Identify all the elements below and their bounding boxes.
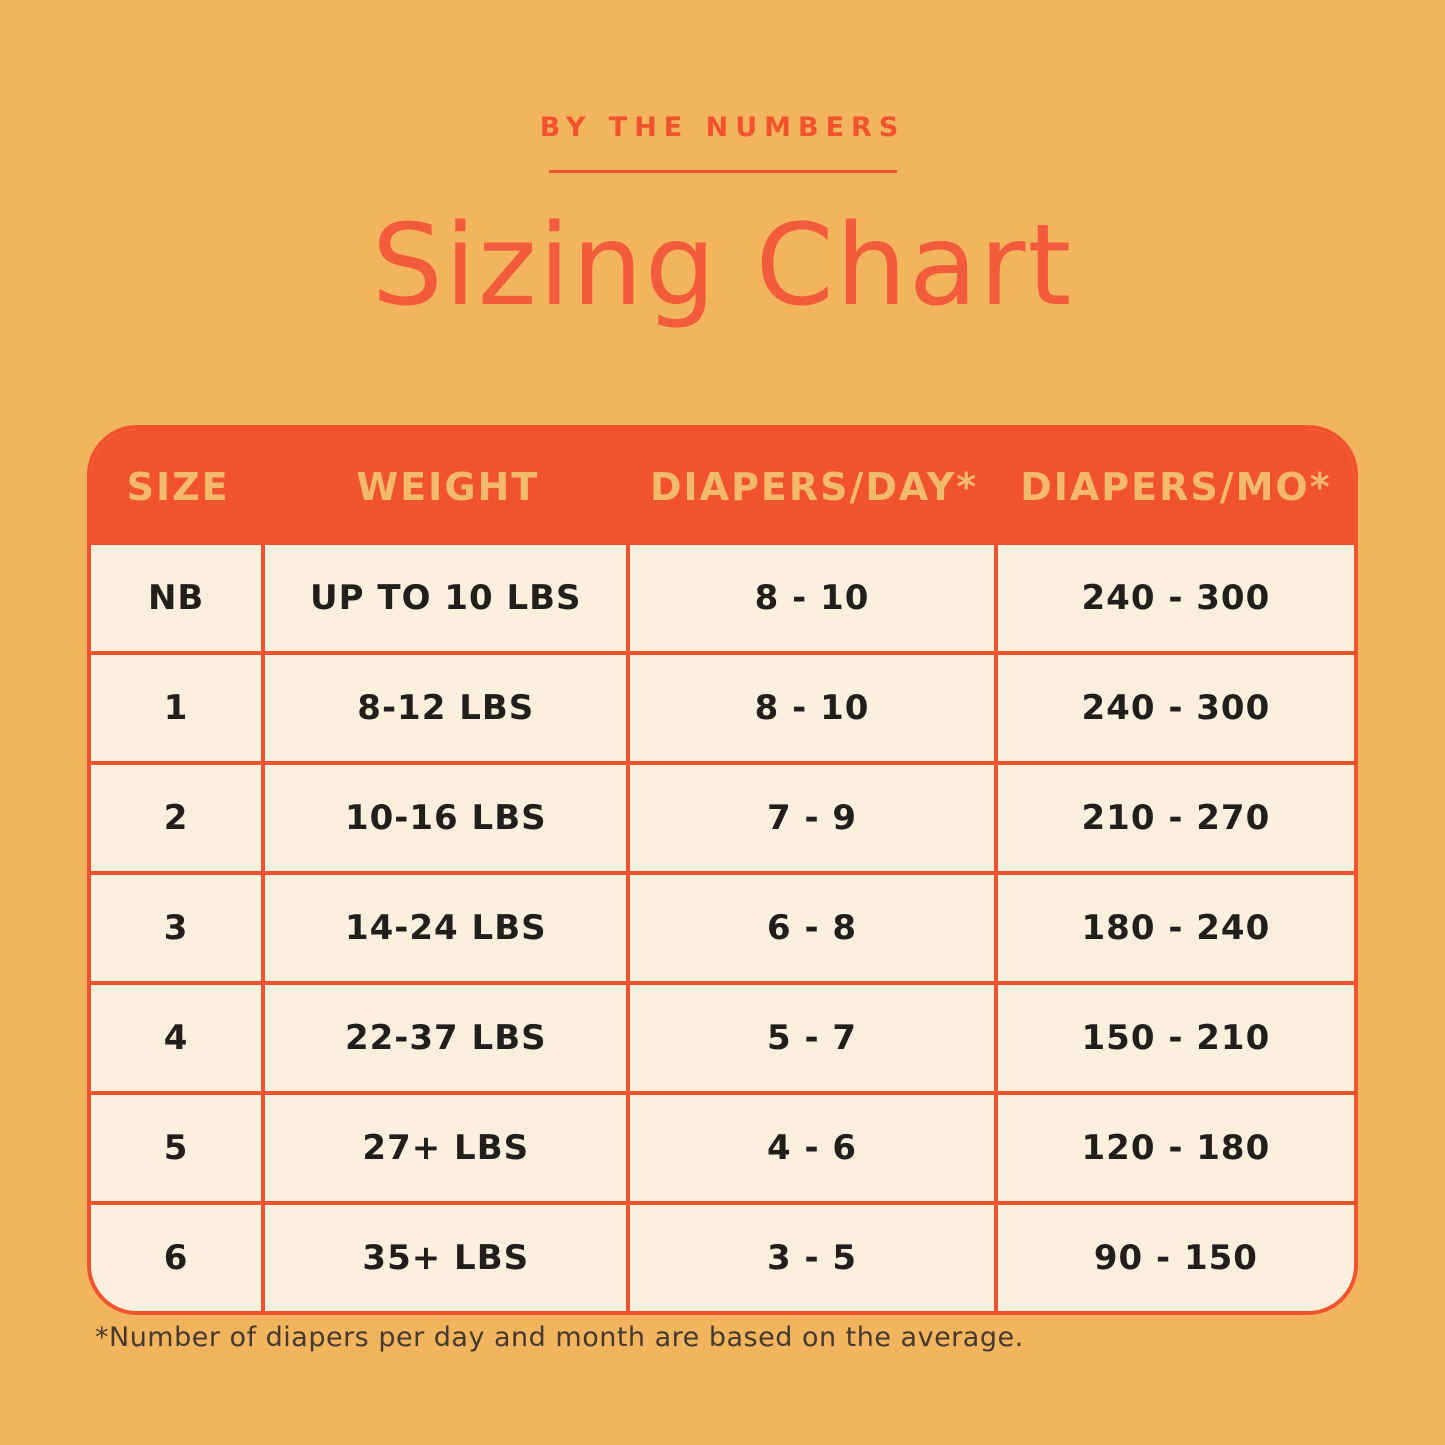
table-cell: 150 - 210 [1081, 1018, 1271, 1058]
table-cell: 4 [91, 985, 266, 1091]
column-header-weight: WEIGHT [356, 465, 540, 509]
table-cell: 14-24 LBS [265, 875, 631, 981]
eyebrow-text: BY THE NUMBERS [539, 112, 906, 143]
table-row: 6 35+ LBS 3 - 5 90 - 150 [91, 1201, 1354, 1311]
table-row: 5 27+ LBS 4 - 6 120 - 180 [91, 1091, 1354, 1201]
table-row: 4 22-37 LBS 5 - 7 150 - 210 [91, 981, 1354, 1091]
table-cell: UP TO 10 LBS [265, 545, 631, 651]
table-cell: 3 [91, 875, 266, 981]
table-cell: 7 - 9 [630, 765, 998, 871]
eyebrow-underline [548, 170, 897, 173]
table-cell: 6 - 8 [630, 875, 998, 981]
header-block: BY THE NUMBERS Sizing Chart [0, 0, 1445, 328]
column-header-diapers-day: DIAPERS/DAY* [649, 465, 979, 509]
table-cell: 22-37 LBS [265, 985, 631, 1091]
table-row: NB UP TO 10 LBS 8 - 10 240 - 300 [91, 545, 1354, 651]
table-cell: 4 - 6 [630, 1095, 998, 1201]
sizing-table: SIZE WEIGHT DIAPERS/DAY* DIAPERS/MO* NB … [87, 425, 1358, 1315]
table-cell: 90 - 150 [1093, 1238, 1258, 1278]
table-cell: 240 - 300 [1081, 578, 1271, 618]
table-header-row: SIZE WEIGHT DIAPERS/DAY* DIAPERS/MO* [91, 429, 1354, 545]
table-cell: 8-12 LBS [265, 655, 631, 761]
table-cell: NB [91, 545, 266, 651]
table-cell: 1 [91, 655, 266, 761]
table-cell: 5 [91, 1095, 266, 1201]
table-cell: 8 - 10 [630, 545, 998, 651]
table-cell: 240 - 300 [1081, 688, 1271, 728]
table-cell: 10-16 LBS [265, 765, 631, 871]
table-cell: 6 [91, 1205, 266, 1311]
footnote-text: *Number of diapers per day and month are… [95, 1322, 1024, 1353]
table-row: 2 10-16 LBS 7 - 9 210 - 270 [91, 761, 1354, 871]
table-cell: 3 - 5 [630, 1205, 998, 1311]
table-cell: 27+ LBS [265, 1095, 631, 1201]
table-cell: 35+ LBS [265, 1205, 631, 1311]
table-row: 3 14-24 LBS 6 - 8 180 - 240 [91, 871, 1354, 981]
table-cell: 180 - 240 [1081, 908, 1271, 948]
table-cell: 2 [91, 765, 266, 871]
column-header-diapers-mo: DIAPERS/MO* [1020, 465, 1332, 509]
table-cell: 210 - 270 [1081, 798, 1271, 838]
table-cell: 8 - 10 [630, 655, 998, 761]
table-cell: 120 - 180 [1081, 1128, 1271, 1168]
table-row: 1 8-12 LBS 8 - 10 240 - 300 [91, 651, 1354, 761]
column-header-size: SIZE [126, 465, 230, 509]
table-cell: 5 - 7 [630, 985, 998, 1091]
page-title: Sizing Chart [371, 201, 1074, 331]
